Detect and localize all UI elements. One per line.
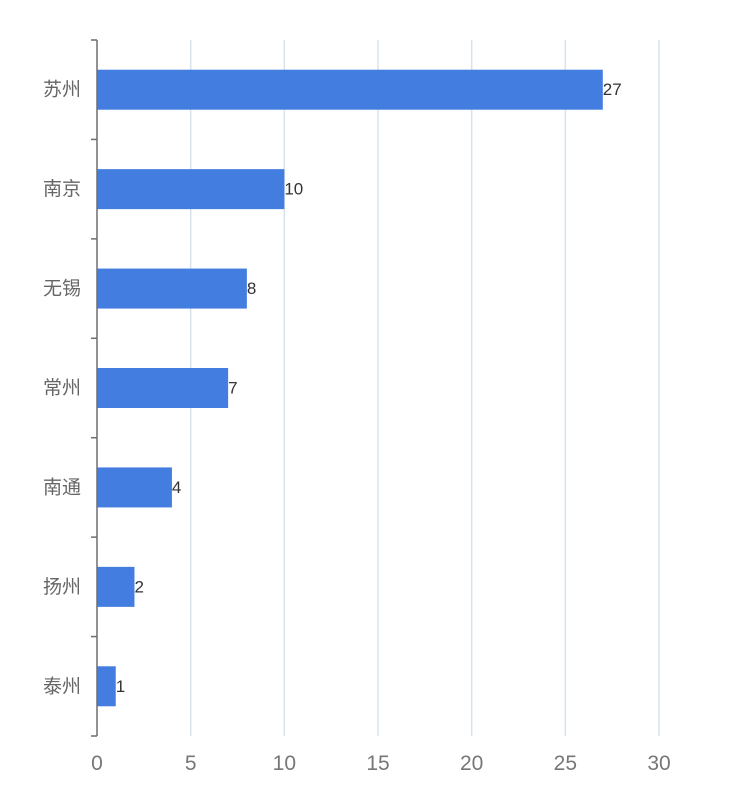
y-tick-label: 无锡 xyxy=(43,278,81,300)
y-tick-label: 扬州 xyxy=(43,576,81,598)
y-tick-label: 常州 xyxy=(43,377,81,399)
bar xyxy=(97,268,247,309)
x-tick-label: 25 xyxy=(554,752,577,775)
x-tick-label: 30 xyxy=(647,752,670,775)
bar xyxy=(97,467,172,508)
data-label: 2 xyxy=(134,577,143,596)
bar xyxy=(97,368,229,408)
y-tick-label: 南通 xyxy=(43,476,81,498)
x-tick-label: 20 xyxy=(460,752,483,775)
y-tick-label: 泰州 xyxy=(43,675,81,697)
bar xyxy=(97,666,116,707)
x-tick-label: 15 xyxy=(366,752,389,775)
bar xyxy=(97,69,603,110)
data-label: 1 xyxy=(116,677,125,696)
grid-lines xyxy=(189,40,660,736)
y-tick-label: 苏州 xyxy=(43,79,81,101)
data-label: 10 xyxy=(284,180,303,199)
x-tick-label: 5 xyxy=(185,752,197,775)
data-label: 4 xyxy=(172,478,181,497)
x-tick-label: 10 xyxy=(273,752,296,775)
axes xyxy=(91,39,98,737)
x-tick-label: 0 xyxy=(91,752,103,775)
labels: 27 苏州 10 南京 8 无锡 7 常州 4 南通 2 扬州 1 泰州 0 5 10 15 20 25 30 xyxy=(43,79,671,775)
bar xyxy=(97,566,135,607)
bars xyxy=(97,69,603,707)
data-label: 8 xyxy=(247,279,256,298)
bar xyxy=(97,169,285,210)
data-label: 7 xyxy=(228,379,237,398)
data-label: 27 xyxy=(603,80,622,99)
y-tick-label: 南京 xyxy=(43,178,81,200)
